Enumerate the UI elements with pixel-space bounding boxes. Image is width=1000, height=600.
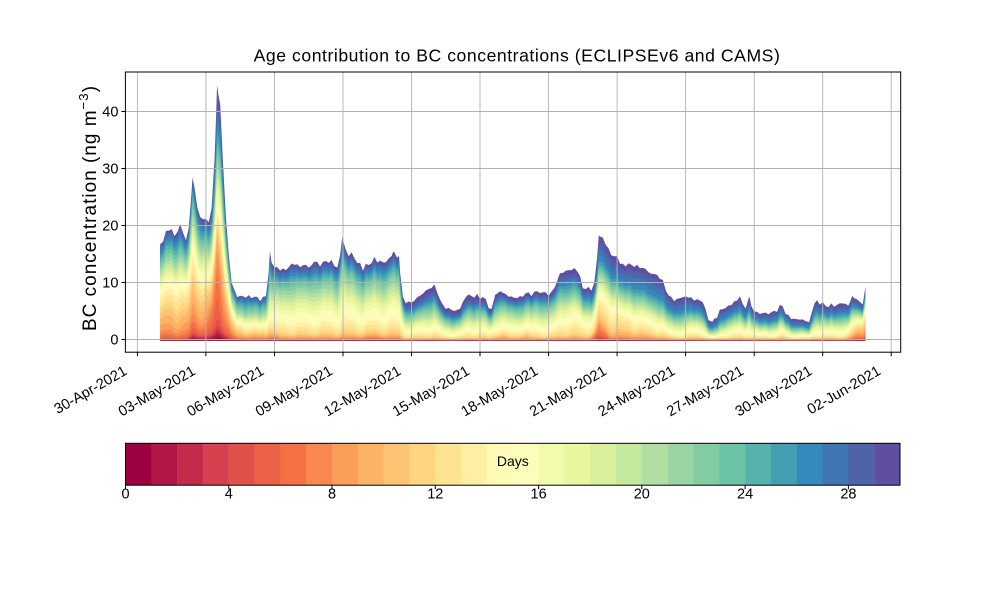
svg-text:8: 8	[328, 487, 336, 503]
svg-text:4: 4	[225, 487, 233, 503]
svg-text:28: 28	[840, 487, 856, 503]
svg-text:16: 16	[531, 487, 547, 503]
svg-text:0: 0	[121, 487, 129, 503]
svg-text:12: 12	[427, 487, 443, 503]
svg-text:20: 20	[634, 487, 650, 503]
svg-text:30: 30	[102, 162, 118, 178]
svg-text:Age contribution to BC concent: Age contribution to BC concentrations (E…	[254, 46, 781, 66]
svg-text:20: 20	[102, 219, 118, 235]
svg-text:BC concentration (ng m−3): BC concentration (ng m−3)	[76, 85, 101, 331]
svg-text:10: 10	[102, 276, 118, 292]
svg-text:40: 40	[102, 105, 118, 121]
svg-text:24: 24	[737, 487, 753, 503]
svg-text:0: 0	[110, 333, 118, 349]
svg-text:Days: Days	[497, 453, 529, 469]
